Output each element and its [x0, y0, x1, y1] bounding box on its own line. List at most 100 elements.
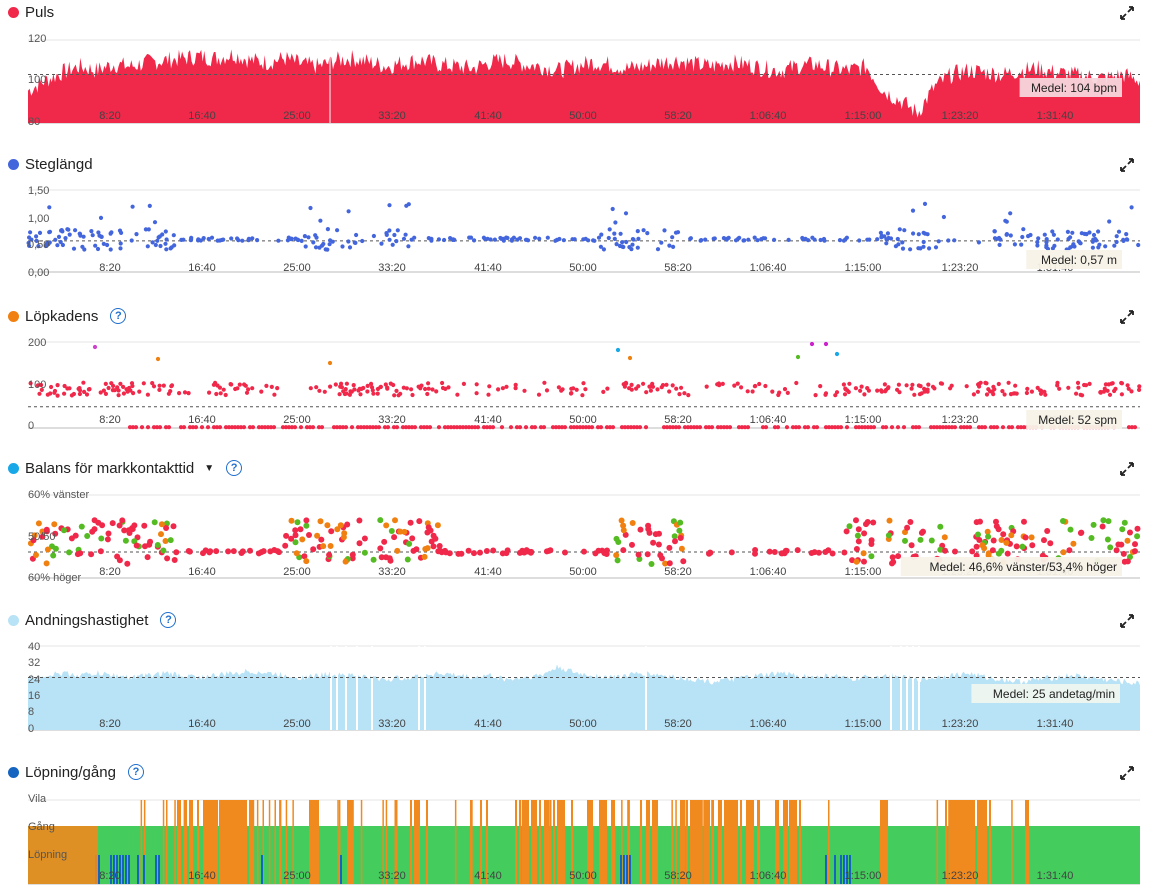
cadence-point [1000, 425, 1006, 430]
cadence-point [1055, 383, 1060, 388]
x-tick-label: 25:00 [283, 566, 311, 578]
rest-segment [523, 800, 525, 884]
balance-point [301, 553, 308, 560]
rest-segment [548, 800, 550, 884]
cadence-point [1002, 392, 1007, 397]
stride-length-point [900, 246, 906, 251]
expand-icon[interactable] [1120, 462, 1134, 476]
stride-length-point [598, 244, 604, 249]
balance-point [89, 528, 96, 535]
stride-length-point [401, 236, 407, 241]
balance-point [458, 550, 465, 557]
cadence-point [595, 425, 601, 430]
balance-point [646, 529, 653, 536]
balance-point [808, 550, 815, 556]
stride-length-point [201, 236, 206, 241]
cadence-point [264, 383, 269, 388]
stride-length-point [599, 232, 604, 237]
stride-length-point [1116, 229, 1122, 234]
cadence-point [631, 425, 637, 430]
stride-length-point [58, 239, 63, 245]
average-label-bg [1026, 250, 1122, 269]
running-segment [155, 855, 157, 884]
help-icon[interactable]: ? [127, 764, 144, 780]
balance-point [121, 527, 128, 534]
balance-point [104, 536, 111, 543]
cadence-point [647, 384, 652, 389]
stride-length-point [340, 244, 345, 249]
cadence-point [1112, 388, 1117, 394]
expand-icon[interactable] [1120, 614, 1134, 628]
stride-length-point [98, 215, 104, 220]
cadence-point [262, 425, 268, 430]
expand-icon[interactable] [1120, 766, 1134, 780]
cadence-point [207, 390, 212, 395]
running-segment [840, 855, 842, 884]
cadence-point [268, 425, 274, 430]
cadence-point [580, 425, 586, 430]
cadence-point [103, 381, 108, 386]
cadence-point [101, 388, 106, 393]
rest-segment [696, 800, 698, 884]
x-tick-label: 41:40 [474, 718, 502, 730]
rest-segment [539, 800, 541, 884]
balance-point [629, 520, 636, 526]
cadence-point [946, 425, 952, 430]
cadence-point [361, 425, 367, 430]
cadence-point [256, 425, 262, 430]
rest-segment [963, 800, 965, 884]
cadence-point [736, 425, 742, 430]
cadence-point [928, 425, 934, 430]
balance-point [361, 535, 368, 542]
x-tick-label: 16:40 [188, 718, 216, 730]
x-tick-label: 1:15:00 [845, 566, 882, 578]
cadence-point [310, 425, 316, 430]
rest-segment [414, 800, 416, 884]
stride-length-point [721, 236, 727, 241]
stride-length-point [918, 246, 923, 251]
cadence-point [814, 425, 820, 430]
balance-point [97, 548, 104, 555]
help-icon[interactable]: ? [226, 460, 243, 476]
caret-down-icon[interactable]: ▼ [204, 462, 215, 474]
running-segment [128, 855, 130, 884]
stride-length-point [1124, 237, 1129, 242]
expand-icon[interactable] [1120, 310, 1134, 324]
stride-length-point [884, 237, 889, 242]
balance-point [109, 520, 116, 527]
balance-point [133, 542, 140, 549]
cadence-point [517, 425, 523, 430]
cadence-point [352, 387, 357, 392]
stride-length-point [875, 237, 880, 242]
cadence-point [157, 387, 162, 392]
balance-point [356, 517, 363, 524]
balance-point [1132, 541, 1138, 548]
stride-length-point [276, 238, 281, 243]
balance-point [886, 517, 893, 524]
rest-segment [690, 800, 692, 884]
cadence-point [847, 381, 852, 386]
stride-length-point [742, 238, 747, 243]
cadence-point [419, 383, 424, 388]
cadence-point [358, 392, 363, 397]
expand-icon[interactable] [1120, 158, 1134, 172]
x-tick-label: 8:20 [99, 262, 120, 274]
help-icon[interactable]: ? [160, 612, 177, 628]
cadence-point [348, 389, 353, 394]
average-label-bg [900, 557, 1122, 576]
rest-segment [786, 800, 788, 884]
cadence-point [670, 383, 675, 388]
balance-point [863, 521, 869, 528]
stride-length-point [406, 202, 411, 207]
cadence-point [982, 425, 988, 430]
cadence-point [1024, 390, 1029, 396]
help-icon[interactable]: ? [110, 308, 127, 324]
stride-length-point [1020, 234, 1025, 240]
cadence-point [1126, 425, 1132, 430]
stride-length-point [857, 238, 862, 243]
stride-length-point [921, 239, 926, 245]
x-tick-label: 33:20 [378, 718, 406, 730]
stride-length-point [47, 230, 52, 235]
cadence-point [466, 425, 472, 430]
expand-icon[interactable] [1120, 6, 1134, 20]
